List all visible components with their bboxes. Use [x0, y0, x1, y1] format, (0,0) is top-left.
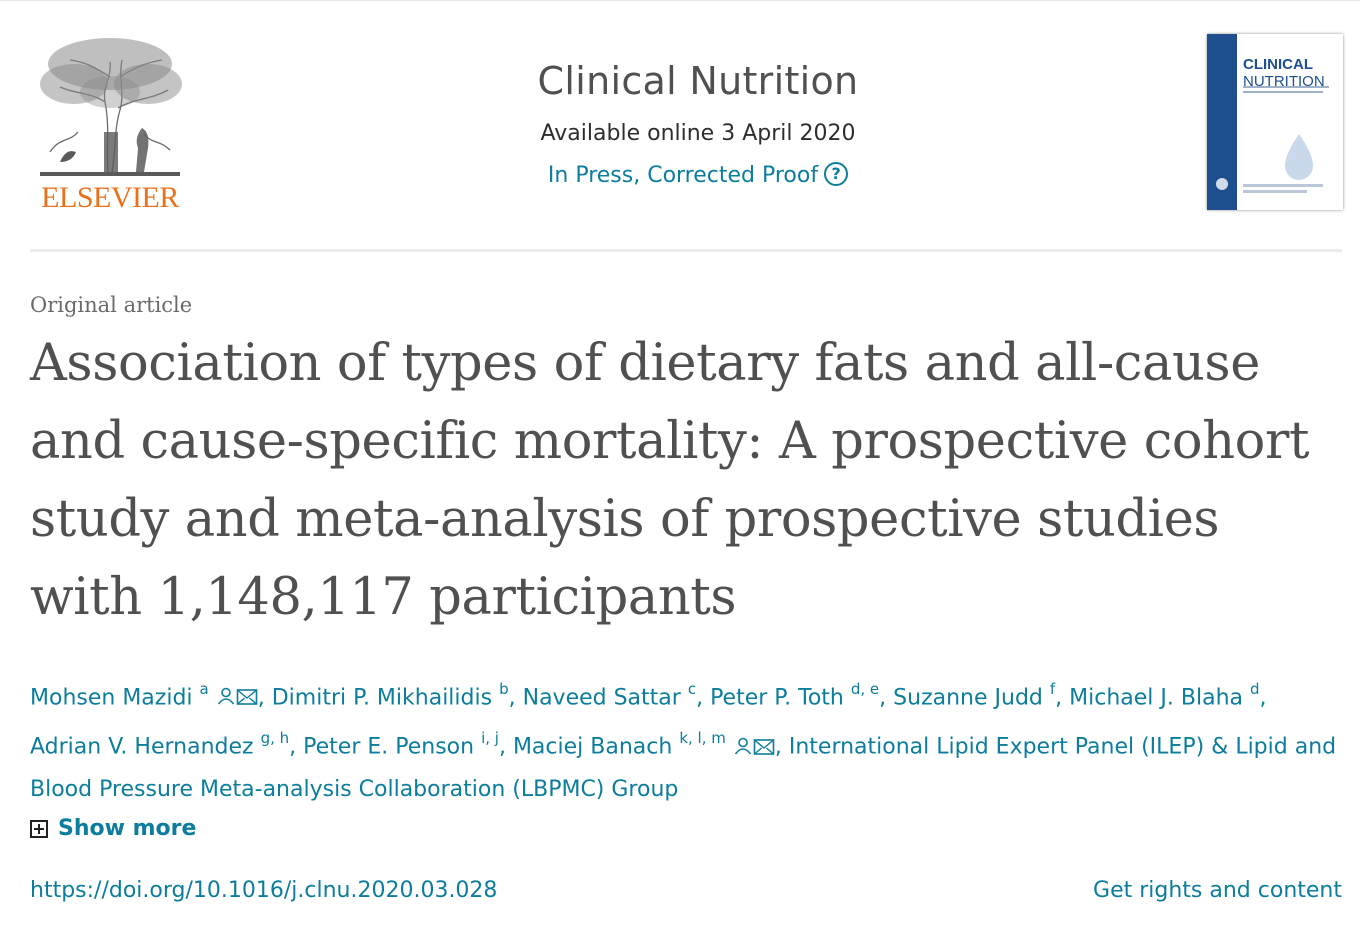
elsevier-logo[interactable]: ELSEVIER	[30, 32, 190, 214]
publication-status: In Press, Corrected Proof?	[400, 160, 996, 192]
author-link[interactable]: Maciej Banach	[512, 734, 673, 760]
author-link[interactable]: International Lipid Expert Panel (ILEP) …	[30, 734, 1337, 802]
cover-art-icon	[1216, 86, 1329, 193]
journal-header: Clinical Nutrition Available online 3 Ap…	[400, 52, 996, 192]
author-separator: ,	[508, 685, 523, 711]
help-circle-icon[interactable]: ?	[824, 162, 849, 186]
author-separator: ,	[289, 734, 304, 760]
in-press-link[interactable]: In Press, Corrected Proof	[547, 163, 819, 188]
author-link[interactable]: Adrian V. Hernandez	[30, 734, 254, 760]
affiliation-superscript[interactable]: i, j	[481, 729, 499, 748]
affiliation-superscript[interactable]: a	[199, 680, 209, 698]
elsevier-wordmark: ELSEVIER	[41, 181, 179, 214]
article-title: Association of types of dietary fats and…	[30, 334, 1310, 627]
cover-title-line2: NUTRITION	[1243, 73, 1325, 90]
affiliation-superscript[interactable]: f	[1049, 680, 1056, 698]
affiliation-superscript[interactable]: c	[687, 680, 697, 698]
author-link[interactable]: Mohsen Mazidi	[30, 685, 193, 711]
author-link[interactable]: Peter E. Penson	[303, 734, 475, 760]
author-separator: ,	[257, 685, 272, 711]
person-icon[interactable]	[733, 735, 753, 760]
author-separator: ,	[498, 734, 513, 760]
affiliation-superscript[interactable]: k, l, m	[679, 729, 726, 748]
author-separator: ,	[696, 685, 711, 711]
plus-square-icon	[30, 820, 48, 838]
affiliation-superscript[interactable]: d	[1250, 680, 1260, 698]
envelope-icon[interactable]	[236, 685, 258, 710]
show-more-button[interactable]: Show more	[30, 813, 196, 845]
header-divider	[30, 249, 1342, 252]
person-icon[interactable]	[216, 685, 236, 710]
author-list: Mohsen Mazidi a , Dimitri P. Mikhailidis…	[30, 670, 1342, 811]
author-link[interactable]: Peter P. Toth	[710, 685, 844, 711]
author-separator: ,	[879, 685, 894, 711]
author-separator: ,	[1055, 685, 1070, 711]
journal-cover-image[interactable]: CLINICAL NUTRITION	[1207, 34, 1343, 210]
author-link[interactable]: Michael J. Blaha	[1069, 685, 1243, 711]
tree-emblem-icon	[40, 38, 182, 176]
affiliation-superscript[interactable]: d, e	[850, 680, 880, 698]
cover-title-line1: CLINICAL	[1243, 56, 1313, 73]
author-link[interactable]: Suzanne Judd	[893, 685, 1043, 711]
author-link[interactable]: Dimitri P. Mikhailidis	[271, 685, 493, 711]
doi-link[interactable]: https://doi.org/10.1016/j.clnu.2020.03.0…	[30, 878, 498, 903]
affiliation-superscript[interactable]: b	[499, 680, 509, 698]
show-more-label: Show more	[58, 816, 197, 841]
author-link[interactable]: Naveed Sattar	[522, 685, 681, 711]
cover-title: CLINICAL NUTRITION	[1243, 56, 1325, 90]
envelope-icon[interactable]	[753, 735, 775, 760]
top-divider	[0, 0, 1360, 1]
author-separator: ,	[1259, 685, 1267, 711]
affiliation-superscript[interactable]: g, h	[260, 729, 290, 748]
journal-title-link[interactable]: Clinical Nutrition	[537, 59, 859, 103]
availability-date: Available online 3 April 2020	[540, 121, 856, 146]
article-type-label: Original article	[30, 293, 193, 317]
get-rights-link[interactable]: Get rights and content	[1093, 878, 1342, 903]
author-separator: ,	[774, 734, 789, 760]
